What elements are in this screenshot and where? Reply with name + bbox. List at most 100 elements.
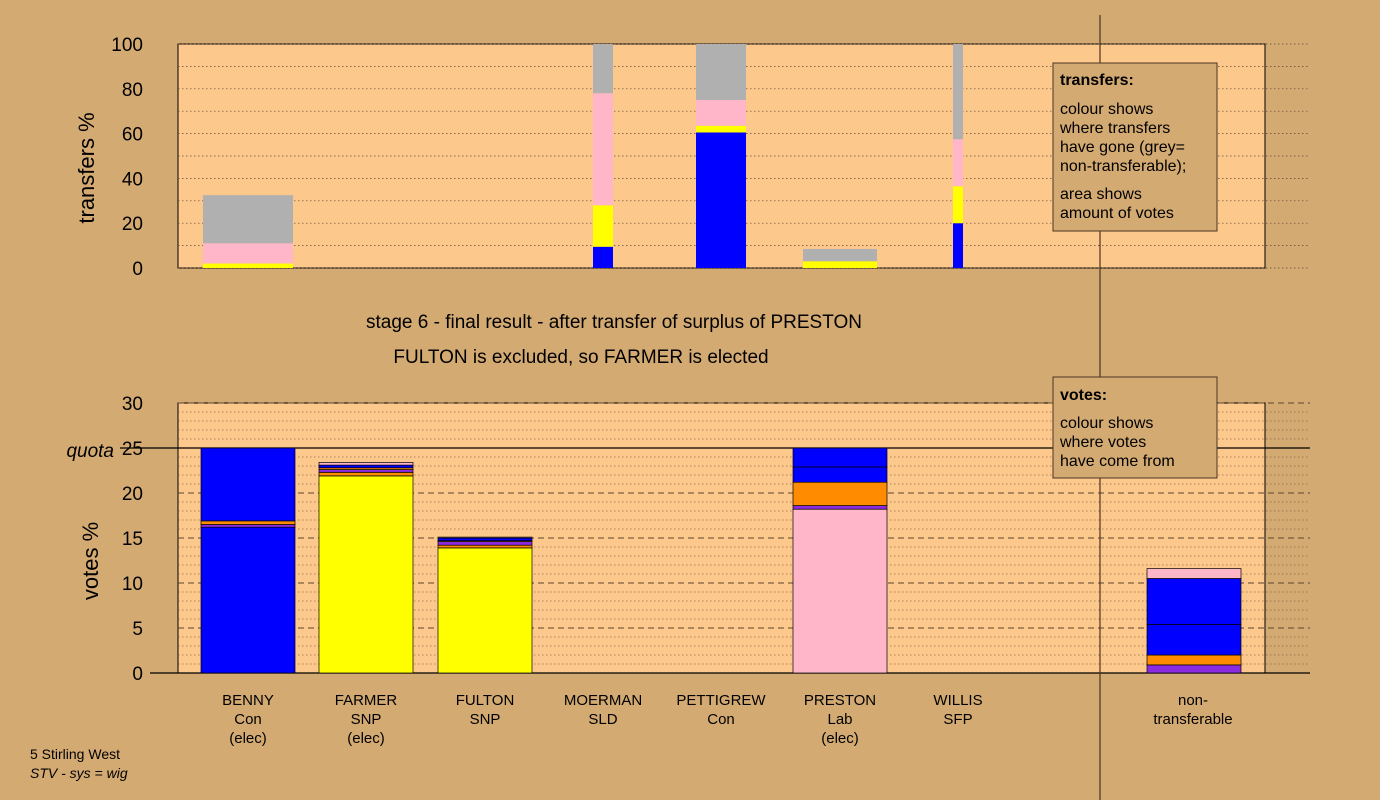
candidate-label: (elec) <box>347 730 385 747</box>
stage-title: stage 6 - final result - after transfer … <box>366 312 862 333</box>
vote-segment <box>200 447 296 522</box>
transfers-legend-head: transfers: <box>1060 72 1134 89</box>
candidate-label: FARMER <box>335 692 398 709</box>
vote-segment <box>792 508 888 674</box>
transfers-legend-line: have gone (grey= <box>1060 139 1185 156</box>
transfer-segment <box>953 186 963 224</box>
transfer-segment <box>696 100 746 126</box>
transfer-segment <box>593 246 613 268</box>
candidate-label: Con <box>707 711 735 728</box>
transfers-legend: transfers: colour shows where transfers … <box>1052 62 1218 232</box>
vote-segment <box>437 541 533 546</box>
y-tick-label: 30 <box>122 394 143 415</box>
candidate-label: SNP <box>351 711 382 728</box>
transfer-segment <box>203 263 293 268</box>
y-tick-label: 80 <box>122 80 143 101</box>
vote-segment <box>792 505 888 510</box>
transfer-segment <box>203 195 293 244</box>
vote-segment <box>437 536 533 539</box>
y-tick-label: 0 <box>132 259 143 280</box>
candidate-label: Lab <box>827 711 852 728</box>
votes-legend: votes: colour shows where votes have com… <box>1052 376 1218 479</box>
y-tick-label: 100 <box>111 35 143 56</box>
candidate-label: MOERMAN <box>564 692 642 709</box>
y-tick-label: 15 <box>122 529 143 550</box>
transfer-segment <box>696 44 746 100</box>
transfers-legend-line: where transfers <box>1059 120 1170 137</box>
candidate-label: SFP <box>943 711 972 728</box>
transfer-segment <box>203 243 293 264</box>
candidate-label: FULTON <box>456 692 515 709</box>
candidate-label: non- <box>1178 692 1208 709</box>
vote-segment <box>437 537 533 542</box>
transfer-segment <box>593 205 613 247</box>
candidate-label: (elec) <box>229 730 267 747</box>
system-label: STV - sys = wig <box>30 765 128 781</box>
transfers-legend-line: area shows <box>1060 186 1142 203</box>
candidate-label: Con <box>234 711 262 728</box>
vote-segment <box>1146 624 1242 656</box>
transfers-y-axis-label: transfers % <box>74 112 99 223</box>
transfer-segment <box>696 125 746 133</box>
vote-segment <box>318 464 414 469</box>
candidate-labels: BENNY Con (elec) FARMER SNP (elec) FULTON SNP MO… <box>222 692 1232 747</box>
candidate-label: PETTIGREW <box>676 692 766 709</box>
y-tick-label: 0 <box>132 664 143 685</box>
vote-segment <box>437 544 533 549</box>
y-tick-label: 20 <box>122 484 143 505</box>
votes-y-ticks: 0 5 10 15 20 25 30 <box>122 394 143 685</box>
vote-segment <box>200 526 296 674</box>
transfers-bars <box>203 44 963 268</box>
candidate-label: SNP <box>470 711 501 728</box>
transfer-segment <box>953 223 963 268</box>
transfer-segment <box>593 44 613 94</box>
vote-segment <box>318 471 414 477</box>
vote-segment <box>200 520 296 525</box>
candidate-label: transferable <box>1153 711 1232 728</box>
transfers-gridlines <box>178 43 1310 269</box>
vote-segment <box>1146 568 1242 579</box>
y-tick-label: 60 <box>122 125 143 146</box>
quota-label: quota <box>66 441 114 462</box>
transfer-segment <box>593 93 613 206</box>
votes-legend-line: where votes <box>1059 434 1146 451</box>
constituency-label: 5 Stirling West <box>30 746 120 762</box>
y-tick-label: 20 <box>122 214 143 235</box>
votes-legend-line: have come from <box>1060 453 1175 470</box>
transfer-segment <box>696 132 746 268</box>
vote-segment <box>318 475 414 674</box>
candidate-label: WILLIS <box>933 692 982 709</box>
candidate-label: BENNY <box>222 692 274 709</box>
transfers-legend-line: amount of votes <box>1060 205 1174 222</box>
vote-segment <box>437 547 533 674</box>
y-tick-label: 5 <box>132 619 143 640</box>
stage-subtitle: FULTON is excluded, so FARMER is elected <box>393 347 768 368</box>
vote-segment <box>1146 578 1242 625</box>
transfers-legend-line: colour shows <box>1060 101 1153 118</box>
transfers-y-ticks: 0 20 40 60 80 100 <box>111 35 143 280</box>
votes-legend-head: votes: <box>1060 387 1107 404</box>
vote-segment <box>792 466 888 483</box>
votes-y-axis-label: votes % <box>78 522 103 600</box>
transfer-segment <box>803 248 877 262</box>
votes-legend-line: colour shows <box>1060 415 1153 432</box>
y-tick-label: 25 <box>122 439 143 460</box>
candidate-label: PRESTON <box>804 692 876 709</box>
candidate-label: (elec) <box>821 730 859 747</box>
vote-segment <box>318 462 414 466</box>
vote-segment <box>200 524 296 528</box>
transfer-segment <box>803 261 877 268</box>
transfers-legend-line: non-transferable); <box>1060 158 1186 175</box>
votes-bars <box>200 447 1242 674</box>
vote-segment <box>1146 664 1242 674</box>
y-tick-label: 10 <box>122 574 143 595</box>
vote-segment <box>792 481 888 506</box>
transfer-segment <box>953 139 963 187</box>
vote-segment <box>792 447 888 468</box>
y-tick-label: 40 <box>122 169 143 190</box>
transfer-segment <box>953 44 963 140</box>
candidate-label: SLD <box>588 711 617 728</box>
vote-segment <box>318 469 414 473</box>
vote-segment <box>1146 654 1242 666</box>
